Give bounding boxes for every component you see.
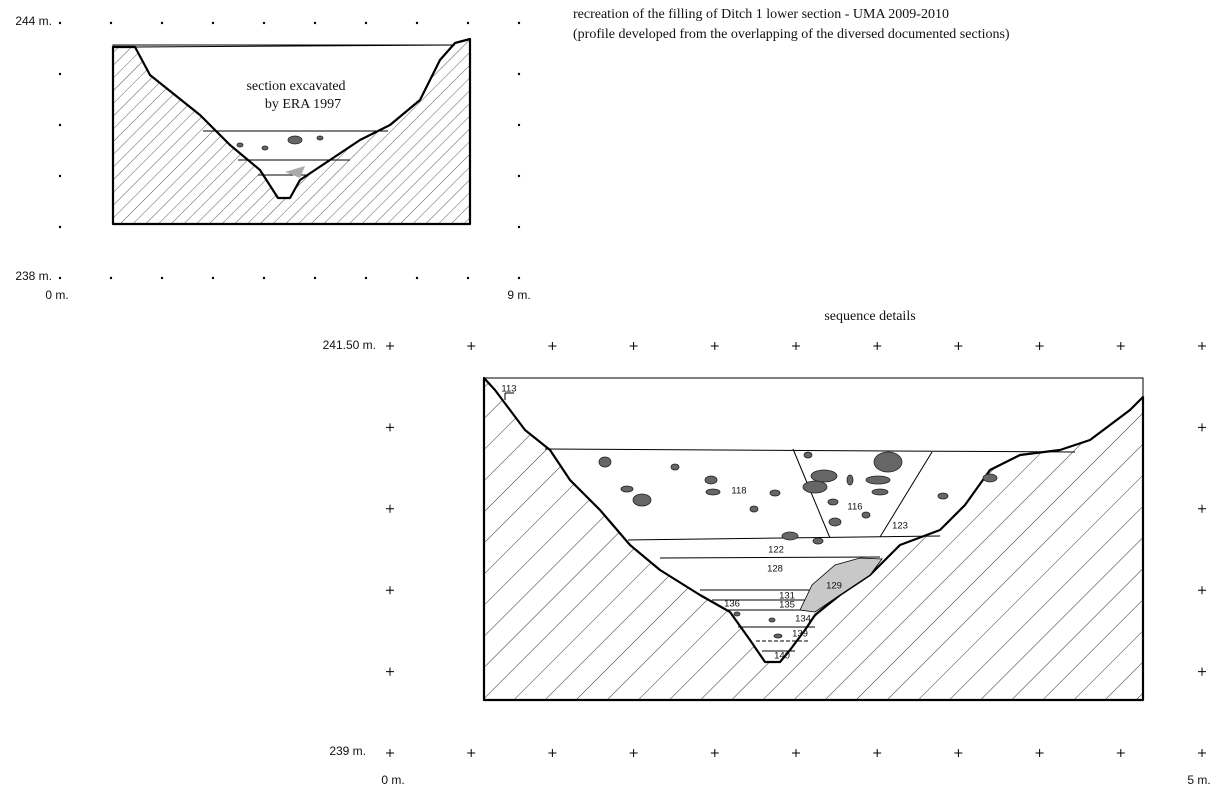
grid-point xyxy=(466,21,470,25)
layer-label: 129 xyxy=(826,581,842,592)
grid-point xyxy=(386,342,394,350)
grid-point xyxy=(1198,586,1206,595)
grid-point xyxy=(386,749,394,757)
grid-point xyxy=(467,749,476,757)
distance-label: 5 m. xyxy=(1187,773,1210,787)
grid-point xyxy=(1198,423,1206,432)
grid-point xyxy=(710,342,719,350)
grid-points xyxy=(58,21,1206,757)
grid-point xyxy=(58,72,62,76)
grid-point xyxy=(58,276,62,280)
grid-point xyxy=(629,342,638,350)
detail-title: sequence details xyxy=(824,309,915,324)
grid-point xyxy=(313,276,317,280)
grid-point xyxy=(364,21,368,25)
distance-label: 9 m. xyxy=(507,288,530,302)
grid-point xyxy=(1035,749,1044,757)
detail-profile: 113 118 116 123 122 128 129 131 135 136 … xyxy=(482,376,1145,702)
grid-point xyxy=(364,276,368,280)
grid-point xyxy=(386,423,394,432)
note: by ERA 1997 xyxy=(265,97,341,112)
layer-label: 128 xyxy=(767,564,783,575)
elevation-label: 244 m. xyxy=(15,14,52,28)
grid-point xyxy=(517,225,521,229)
layer-label: 113 xyxy=(501,384,516,395)
layer-label: 118 xyxy=(731,486,746,497)
subtitle: (profile developed from the overlapping … xyxy=(573,27,1010,42)
grid-point xyxy=(313,21,317,25)
grid-point xyxy=(58,225,62,229)
grid-point xyxy=(548,342,557,350)
layer-label: 116 xyxy=(847,502,862,513)
elevation-label: 241.50 m. xyxy=(323,338,376,352)
layer-label: 135 xyxy=(779,600,795,611)
grid-point xyxy=(262,21,266,25)
grid-point xyxy=(792,342,800,350)
layer-label: 122 xyxy=(768,545,784,556)
grid-point xyxy=(58,174,62,178)
grid-point xyxy=(211,21,215,25)
grid-point xyxy=(109,21,113,25)
grid-point xyxy=(792,749,800,757)
grid-point xyxy=(1198,342,1206,350)
layer-label: 131 xyxy=(779,591,795,602)
grid-point xyxy=(710,749,719,757)
distance-label: 0 m. xyxy=(45,288,68,302)
overview-profile: section excavated by ERA 1997 xyxy=(111,37,472,226)
elevation-label: 238 m. xyxy=(15,269,52,283)
layer-label: 134 xyxy=(795,614,811,625)
layer-label: 123 xyxy=(892,521,908,532)
grid-point xyxy=(466,276,470,280)
grid-point xyxy=(517,72,521,76)
grid-point xyxy=(160,276,164,280)
grid-point xyxy=(517,276,521,280)
grid-point xyxy=(467,342,476,350)
layer-label: 139 xyxy=(792,629,808,640)
title: recreation of the filling of Ditch 1 low… xyxy=(573,7,949,22)
grid-point xyxy=(1198,504,1206,513)
grid-point xyxy=(873,342,882,350)
grid-point xyxy=(629,749,638,757)
distance-label: 0 m. xyxy=(381,773,404,787)
layer-label: 136 xyxy=(724,599,740,610)
grid-point xyxy=(58,21,62,25)
grid-point xyxy=(1035,342,1044,350)
grid-point xyxy=(1198,667,1206,676)
grid-point xyxy=(873,749,882,757)
grid-point xyxy=(109,276,113,280)
grid-point xyxy=(386,504,394,513)
grid-point xyxy=(58,123,62,127)
note: section excavated xyxy=(246,79,345,94)
grid-point xyxy=(415,21,419,25)
grid-point xyxy=(160,21,164,25)
grid-point xyxy=(262,276,266,280)
grid-point xyxy=(517,174,521,178)
grid-point xyxy=(386,667,394,676)
grid-point xyxy=(954,749,963,757)
grid-point xyxy=(1116,342,1125,350)
grid-point xyxy=(548,749,557,757)
grid-point xyxy=(954,342,963,350)
elevation-label: 239 m. xyxy=(329,744,366,758)
grid-point xyxy=(517,123,521,127)
grid-point xyxy=(517,21,521,25)
layer-label: 140 xyxy=(774,651,790,662)
grid-point xyxy=(386,586,394,595)
grid-point xyxy=(211,276,215,280)
grid-point xyxy=(415,276,419,280)
grid-point xyxy=(1116,749,1125,757)
grid-point xyxy=(1198,749,1206,757)
